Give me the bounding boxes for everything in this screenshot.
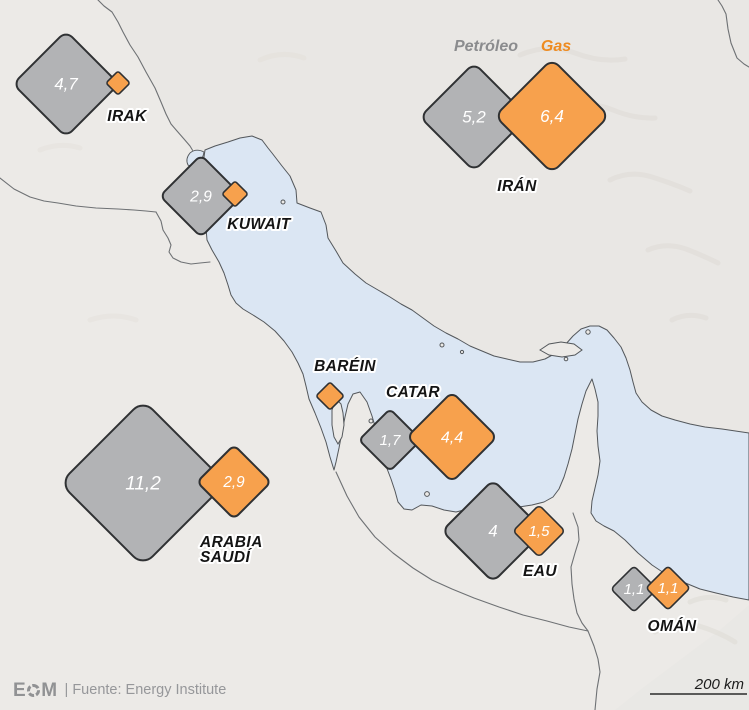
country-1-oil-diamond xyxy=(161,156,241,236)
country-0-oil-value: 4,7 xyxy=(54,75,78,94)
country-4-gas-value: 4,4 xyxy=(441,428,463,446)
country-7-gas-value: 1,1 xyxy=(658,580,679,597)
country-symbols-1: 2,9 KUWAIT xyxy=(161,156,293,236)
country-3-gas-diamond xyxy=(316,382,344,410)
persian-gulf-water xyxy=(202,135,749,601)
legend: Petróleo Gas xyxy=(454,38,571,55)
country-symbols-7: 1,1 1,1 OMÁN xyxy=(611,566,698,637)
country-5-oil-value: 11,2 xyxy=(125,473,161,494)
country-4-gas-diamond xyxy=(409,394,495,480)
country-2-gas-value: 6,4 xyxy=(540,107,564,126)
country-4-name-label: CATAR xyxy=(386,384,440,401)
country-1-name-label: KUWAIT xyxy=(227,216,292,233)
country-3-name-label: BARÉIN xyxy=(314,358,376,375)
scale-bar: 200 km xyxy=(650,676,747,695)
country-symbols-6: 4 1,5 EAU xyxy=(444,482,565,582)
border-uae-oman xyxy=(570,512,589,632)
country-symbols-0: 4,7 IRAK xyxy=(15,33,150,135)
country-5-name-label: ARABIA xyxy=(199,534,263,551)
border-saudi-oman xyxy=(587,630,601,710)
border-iraq-iran xyxy=(97,0,194,152)
country-symbols-2: 5,2 6,4 IRÁN xyxy=(422,61,607,197)
eom-logo-letter-m: M xyxy=(41,679,58,701)
country-symbols-4: 1,7 4,4 CATAR xyxy=(360,382,495,480)
country-1-oil-value: 2,9 xyxy=(189,188,212,205)
country-7-oil-diamond xyxy=(611,566,657,612)
country-6-gas-value: 1,5 xyxy=(529,523,551,540)
scale-bar-label: 200 km xyxy=(694,676,744,693)
country-6-oil-diamond xyxy=(444,482,542,580)
border-iran-northeast xyxy=(717,0,749,68)
country-7-oil-value: 1,1 xyxy=(624,581,645,598)
country-symbols-3: BARÉIN xyxy=(312,356,378,410)
country-2-name-label: IRÁN xyxy=(497,178,537,195)
footer-separator: | xyxy=(64,682,69,698)
legend-petroleo-label: Petróleo xyxy=(454,38,518,55)
country-6-name-label: EAU xyxy=(523,563,557,580)
country-7-name-label: OMÁN xyxy=(648,618,697,635)
country-4-oil-value: 1,7 xyxy=(380,432,402,449)
country-0-name-label: IRAK xyxy=(107,108,148,125)
country-1-gas-diamond xyxy=(222,181,248,207)
country-2-gas-diamond xyxy=(497,61,607,171)
country-0-gas-diamond xyxy=(106,71,130,95)
country-5-gas-value: 2,9 xyxy=(222,474,245,491)
border-kuwait-saudi xyxy=(155,211,211,265)
country-0-oil-diamond xyxy=(15,33,117,135)
footer-source: Fuente: Energy Institute xyxy=(72,682,227,698)
qeshm-island xyxy=(539,341,583,358)
oman-landmass xyxy=(615,605,749,710)
country-5-gas-diamond xyxy=(198,446,270,518)
eom-logo-letter-e: E xyxy=(13,679,27,701)
country-6-oil-value: 4 xyxy=(488,522,497,541)
eom-logo-o-icon xyxy=(27,683,41,697)
islands xyxy=(280,199,591,497)
country-2-oil-value: 5,2 xyxy=(462,108,486,127)
legend-gas-label: Gas xyxy=(541,38,571,55)
country-5-oil-diamond xyxy=(64,404,222,562)
bahrain-island xyxy=(331,398,345,446)
source-line: | Fuente: Energy Institute xyxy=(65,682,227,698)
country-7-gas-diamond xyxy=(646,566,690,610)
border-saudi-qatar-uae xyxy=(335,471,589,632)
country-2-oil-diamond xyxy=(422,65,526,169)
symbol-layer: 4,7 IRAK 2,9 KUWAIT 5,2 6,4 IRÁN BARÉIN 1,7 4,4 CA… xyxy=(15,33,698,637)
country-6-gas-diamond xyxy=(513,505,565,557)
border-iraq-saudi xyxy=(0,177,157,213)
country-4-oil-diamond xyxy=(360,410,420,470)
country-5-name-label: SAUDÍ xyxy=(200,549,253,566)
